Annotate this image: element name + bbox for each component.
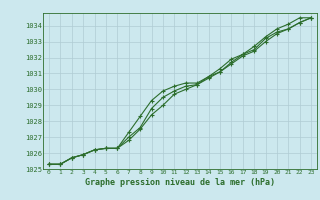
X-axis label: Graphe pression niveau de la mer (hPa): Graphe pression niveau de la mer (hPa) [85,178,275,187]
